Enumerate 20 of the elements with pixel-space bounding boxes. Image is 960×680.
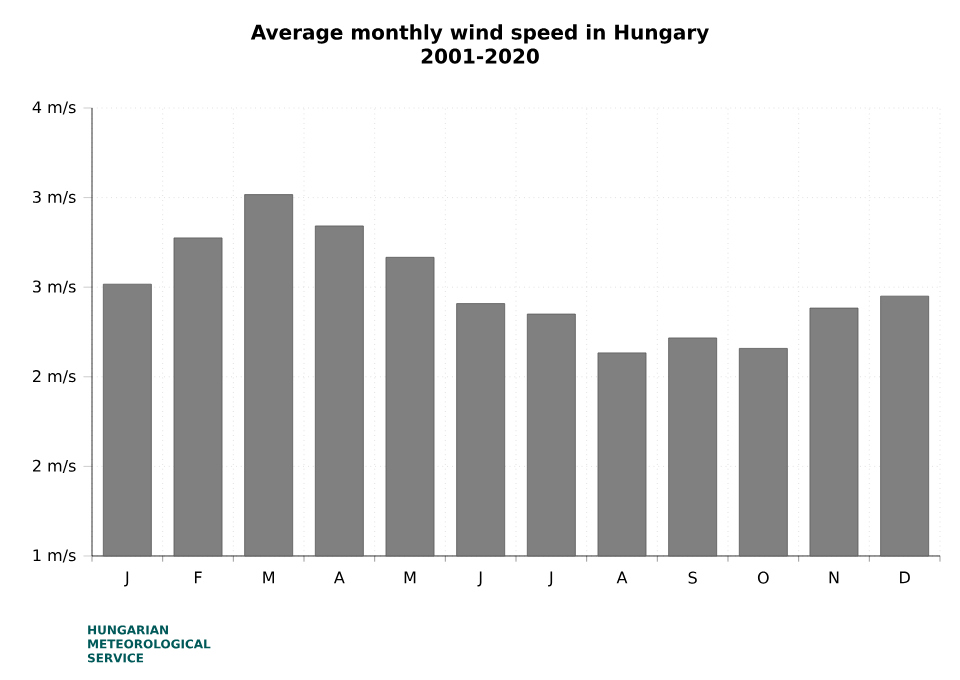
x-tick-label: J <box>477 571 482 587</box>
y-tick-label: 1 m/s <box>33 549 76 563</box>
x-tick-label: M <box>263 571 275 584</box>
x-tick-label: M <box>404 571 416 584</box>
chart-subtitle: 2001-2020 <box>421 48 539 64</box>
x-tick-label: D <box>900 571 910 584</box>
x-tick-label: O <box>757 571 769 584</box>
x-tick-label: N <box>829 571 839 584</box>
x-tick-label: J <box>548 571 553 587</box>
y-tick-label: 4 m/s <box>32 101 76 115</box>
y-tick-label: 3 m/s <box>33 280 76 294</box>
x-tick-label: A <box>616 571 628 584</box>
x-tick-label: F <box>194 571 202 584</box>
x-tick-label: S <box>688 571 697 584</box>
x-tick-label: J <box>124 571 129 587</box>
chart-title: Average monthly wind speed in Hungary <box>250 24 709 44</box>
y-tick-label: 2 m/s <box>33 370 76 384</box>
x-tick-label: A <box>333 571 345 584</box>
y-tick-label: 3 m/s <box>33 190 76 205</box>
y-tick-label: 2 m/s <box>33 459 76 474</box>
